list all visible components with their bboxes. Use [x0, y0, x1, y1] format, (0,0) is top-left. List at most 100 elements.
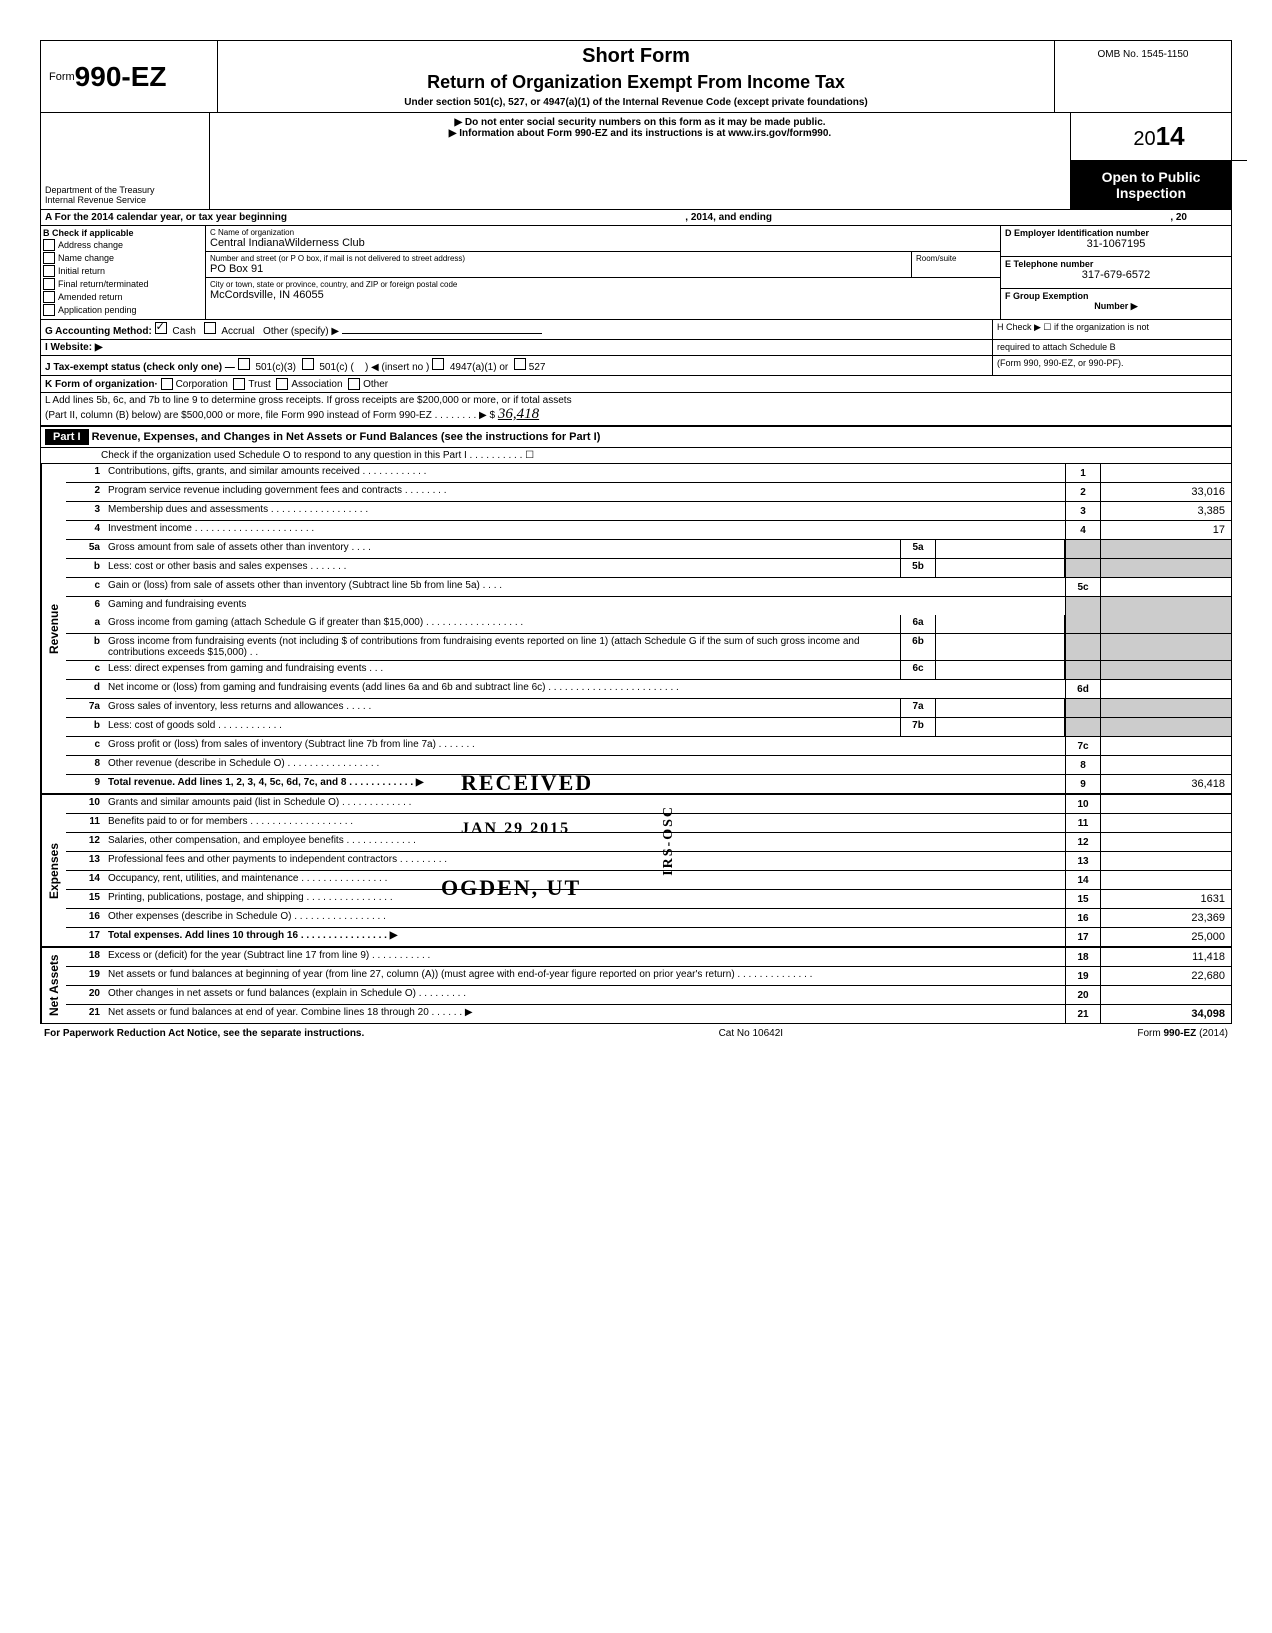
addr-label: Number and street (or P O box, if mail i…: [210, 254, 907, 263]
checkbox-icon[interactable]: [348, 378, 360, 390]
checkbox-icon[interactable]: [238, 358, 250, 370]
footer-right: Form 990-EZ (2014): [1137, 1028, 1228, 1039]
omb-cell: OMB No. 1545-1150: [1054, 41, 1231, 112]
header-row-1: Form 990-EZ Short Form Return of Organiz…: [41, 41, 1231, 113]
section-b: B Check if applicable Address change Nam…: [41, 226, 206, 319]
check-pending: Application pending: [43, 304, 203, 316]
j-label: J Tax-exempt status (check only one) —: [45, 362, 235, 373]
section-bcdef: B Check if applicable Address change Nam…: [41, 226, 1231, 320]
form-990ez: Form 990-EZ Short Form Return of Organiz…: [40, 40, 1232, 1024]
year-bold: 14: [1156, 121, 1185, 151]
check-final: Final return/terminated: [43, 278, 203, 290]
expenses-section: RECEIVED JAN 29 2015 IRS-OSC OGDEN, UT E…: [41, 795, 1231, 948]
footer: For Paperwork Reduction Act Notice, see …: [40, 1024, 1232, 1043]
open-public-1: Open to Public: [1075, 169, 1227, 185]
open-public: Open to Public Inspection: [1071, 161, 1231, 209]
header-row-2: Department of the Treasury Internal Reve…: [41, 113, 1231, 210]
checkbox-icon[interactable]: [43, 265, 55, 277]
netassets-label: Net Assets: [41, 948, 66, 1023]
city-value: McCordsville, IN 46055: [210, 289, 996, 301]
revenue-label: Revenue: [41, 464, 66, 793]
info-cell: ▶ Do not enter social security numbers o…: [210, 113, 1070, 209]
h-text1: H Check ▶ ☐ if the organization is not: [997, 322, 1227, 333]
checkbox-icon[interactable]: [276, 378, 288, 390]
org-info: C Name of organization Central IndianaWi…: [206, 226, 1000, 319]
line-j: J Tax-exempt status (check only one) — 5…: [41, 356, 1231, 376]
checkbox-icon[interactable]: [43, 304, 55, 316]
h-text3: (Form 990, 990-EZ, or 990-PF).: [997, 358, 1227, 368]
i-label: I Website: ▶: [45, 342, 103, 353]
title-cell: Short Form Return of Organization Exempt…: [218, 41, 1054, 112]
line-a-end: , 20: [1170, 212, 1187, 223]
check-name: Name change: [43, 252, 203, 264]
l-text2: (Part II, column (B) below) are $500,000…: [45, 410, 495, 421]
checkbox-accrual[interactable]: [204, 322, 216, 334]
line-k: K Form of organization· Corporation Trus…: [41, 376, 1231, 393]
e-value: 317-679-6572: [1005, 269, 1227, 281]
c-label: C Name of organization: [210, 228, 996, 237]
date-stamp: JAN 29 2015: [461, 820, 570, 838]
check-initial: Initial return: [43, 265, 203, 277]
checkbox-icon[interactable]: [43, 239, 55, 251]
part1-label: Part I: [45, 429, 89, 445]
line-l: L Add lines 5b, 6c, and 7b to line 9 to …: [41, 393, 1231, 427]
part1-header: Part I Revenue, Expenses, and Changes in…: [41, 427, 1231, 448]
revenue-section: Revenue 1Contributions, gifts, grants, a…: [41, 464, 1231, 795]
checkbox-icon[interactable]: [233, 378, 245, 390]
dept-cell: Department of the Treasury Internal Reve…: [41, 113, 210, 209]
line-i: I Website: ▶ required to attach Schedule…: [41, 340, 1231, 356]
k-label: K Form of organization·: [45, 379, 158, 390]
c-value: Central IndianaWilderness Club: [210, 237, 996, 249]
footer-left: For Paperwork Reduction Act Notice, see …: [44, 1028, 364, 1039]
city-label: City or town, state or province, country…: [210, 280, 996, 289]
expenses-label: Expenses: [41, 795, 66, 946]
line-g-h: G Accounting Method: Cash Accrual Other …: [41, 320, 1231, 340]
dept-line-1: Department of the Treasury: [45, 185, 205, 195]
f-label2: Number ▶: [1005, 301, 1227, 312]
dept-line-2: Internal Revenue Service: [45, 195, 205, 205]
checkbox-icon[interactable]: [43, 278, 55, 290]
netassets-section: Net Assets 18Excess or (deficit) for the…: [41, 948, 1231, 1023]
year-block: 2014 Open to Public Inspection: [1070, 113, 1231, 209]
d-label: D Employer Identification number: [1005, 228, 1227, 238]
check-address: Address change: [43, 239, 203, 251]
e-label: E Telephone number: [1005, 259, 1227, 269]
received-stamp: RECEIVED: [461, 770, 593, 796]
line-a: A For the 2014 calendar year, or tax yea…: [41, 210, 1231, 226]
ogden-stamp: OGDEN, UT: [441, 875, 581, 901]
l-value: 36,418: [498, 406, 539, 422]
sub-title: Under section 501(c), 527, or 4947(a)(1)…: [226, 97, 1046, 108]
footer-mid: Cat No 10642I: [719, 1028, 784, 1039]
checkbox-icon[interactable]: [43, 252, 55, 264]
form-number: 990-EZ: [75, 61, 167, 93]
checkbox-icon[interactable]: [432, 358, 444, 370]
line-a-mid: , 2014, and ending: [685, 212, 772, 223]
short-form-title: Short Form: [226, 45, 1046, 68]
addr-value: PO Box 91: [210, 263, 907, 275]
line-a-text: A For the 2014 calendar year, or tax yea…: [45, 212, 287, 223]
checkbox-icon[interactable]: [302, 358, 314, 370]
form-prefix: Form: [49, 71, 75, 83]
checkbox-cash[interactable]: [155, 322, 167, 334]
year-prefix: 20: [1133, 128, 1155, 150]
open-public-2: Inspection: [1075, 185, 1227, 201]
year-cell: 2014: [1071, 113, 1247, 161]
g-label: G Accounting Method:: [45, 326, 152, 337]
right-col: D Employer Identification number 31-1067…: [1000, 226, 1231, 319]
warning-line: ▶ Do not enter social security numbers o…: [214, 117, 1066, 128]
room-cell: Room/suite: [911, 252, 1000, 277]
checkbox-icon[interactable]: [161, 378, 173, 390]
part1-sub: Check if the organization used Schedule …: [41, 448, 1231, 464]
part1-title: Revenue, Expenses, and Changes in Net As…: [92, 431, 601, 443]
check-amended: Amended return: [43, 291, 203, 303]
checkbox-icon[interactable]: [43, 291, 55, 303]
l-text1: L Add lines 5b, 6c, and 7b to line 9 to …: [45, 395, 1227, 406]
info-line: ▶ Information about Form 990-EZ and its …: [214, 128, 1066, 139]
irs-stamp: IRS-OSC: [661, 805, 677, 876]
h-text2: required to attach Schedule B: [997, 342, 1227, 352]
b-header: B Check if applicable: [43, 228, 203, 238]
form-number-cell: Form 990-EZ: [41, 41, 218, 112]
checkbox-icon[interactable]: [514, 358, 526, 370]
main-title: Return of Organization Exempt From Incom…: [226, 72, 1046, 93]
d-value: 31-1067195: [1005, 238, 1227, 250]
